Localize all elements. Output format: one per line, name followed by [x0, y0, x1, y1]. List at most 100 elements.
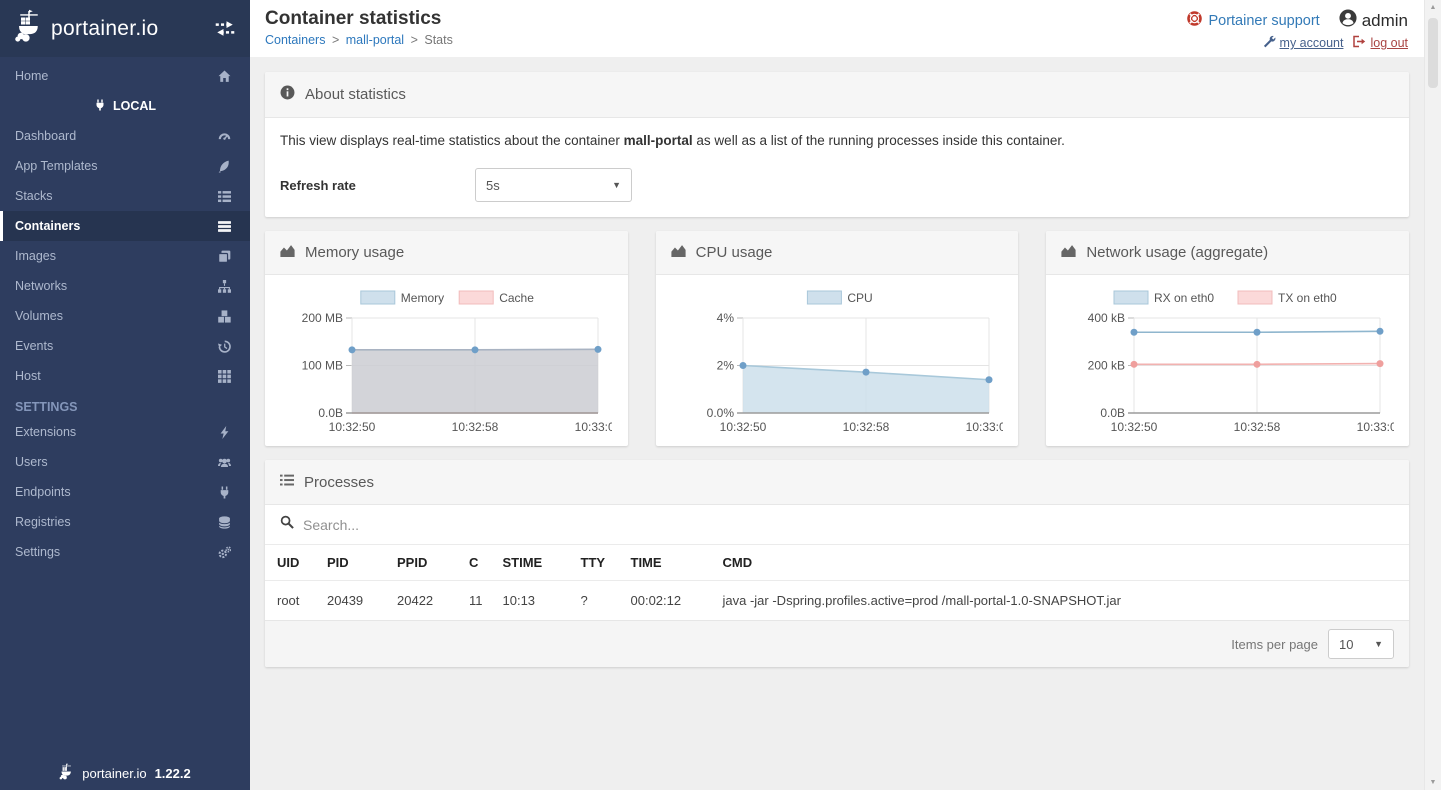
table-cell: 20439 [317, 580, 387, 620]
portainer-logo-icon [59, 763, 74, 783]
portainer-support-link[interactable]: Portainer support [1187, 11, 1320, 30]
footer-logo-text: portainer.io [82, 765, 147, 781]
column-header-cmd[interactable]: CMD [722, 555, 753, 570]
container-name: mall-portal [623, 133, 693, 148]
svg-text:400 kB: 400 kB [1087, 311, 1124, 325]
network-usage-chart: RX on eth0 TX on eth0 0.0B 200 kB 400 kB 10:3… [1087, 290, 1394, 434]
area-chart-icon [1061, 244, 1076, 261]
sidebar-item-label: Endpoints [15, 485, 71, 499]
svg-text:0.0B: 0.0B [319, 406, 344, 420]
column-header-c[interactable]: C [469, 555, 479, 570]
svg-text:10:32:50: 10:32:50 [329, 420, 376, 434]
svg-text:100 MB: 100 MB [302, 359, 343, 373]
user-menu[interactable]: admin [1339, 9, 1408, 32]
sidebar-item-users[interactable]: Users [0, 447, 250, 477]
sidebar-header: portainer.io [0, 0, 250, 57]
version-label: 1.22.2 [154, 765, 191, 781]
cubes-icon [218, 309, 231, 323]
sidebar-item-dashboard[interactable]: Dashboard [0, 121, 250, 151]
sitemap-icon [218, 279, 231, 293]
sidebar-item-networks[interactable]: Networks [0, 271, 250, 301]
copy-icon [218, 250, 231, 263]
cpu-usage-chart: CPU 0.0% 2% 4% 10:32:50 10:32:58 10:33:02 [707, 290, 1003, 434]
svg-text:10:32:58: 10:32:58 [1233, 420, 1280, 434]
bolt-icon [218, 425, 231, 439]
sidebar-section-settings: SETTINGS [15, 400, 78, 414]
tachometer-icon [218, 130, 231, 143]
info-circle-icon [280, 85, 295, 104]
sidebar-item-local[interactable]: LOCAL [0, 91, 250, 121]
sidebar-item-home[interactable]: Home [0, 61, 250, 91]
table-cell: 00:02:12 [620, 580, 713, 620]
sidebar-item-endpoints[interactable]: Endpoints [0, 477, 250, 507]
wrench-icon [1263, 35, 1276, 51]
sidebar-item-extensions[interactable]: Extensions [0, 417, 250, 447]
scrollbar-thumb[interactable] [1428, 18, 1438, 88]
breadcrumb-separator: > [410, 33, 418, 47]
memory-usage-title: Memory usage [305, 244, 405, 261]
memory-usage-chart: Memory Cache 0.0B 100 MB 200 MB 10:32:50 10:32… [302, 290, 612, 434]
sidebar-item-stacks[interactable]: Stacks [0, 181, 250, 211]
column-header-ppid[interactable]: PPID [397, 555, 428, 570]
sidebar-item-label: LOCAL [112, 99, 157, 113]
items-per-page-select[interactable]: 10 ▼ [1328, 629, 1394, 659]
area-chart-icon [280, 244, 295, 261]
processes-footer: Items per page 10 ▼ [265, 620, 1409, 667]
search-input[interactable] [303, 516, 1394, 533]
svg-text:10:32:58: 10:32:58 [452, 420, 499, 434]
sidebar-item-containers[interactable]: Containers [0, 211, 250, 241]
logo-text: portainer.io [51, 16, 159, 40]
breadcrumb-containers-link[interactable]: Containers [265, 33, 326, 47]
sidebar-item-label: Containers [15, 219, 81, 233]
sidebar-item-app-templates[interactable]: App Templates [0, 151, 250, 181]
refresh-rate-select[interactable]: 5s ▼ [475, 168, 632, 202]
tasks-icon [280, 473, 294, 491]
vertical-scrollbar[interactable]: ▲ ▼ [1424, 0, 1441, 790]
memory-usage-panel: Memory usage Memory Cache 0.0B 100 MB 200 MB… [265, 231, 628, 446]
portainer-logo-icon [14, 9, 44, 48]
breadcrumb: Containers > mall-portal > Stats [265, 33, 1409, 47]
scroll-down-icon[interactable]: ▼ [1429, 779, 1437, 786]
column-header-tty[interactable]: TTY [580, 555, 606, 570]
home-icon [218, 70, 231, 83]
my-account-link[interactable]: my account [1263, 35, 1343, 51]
charts-row: Memory usage Memory Cache 0.0B 100 MB 200 MB… [265, 231, 1410, 460]
sidebar-item-volumes[interactable]: Volumes [0, 301, 250, 331]
column-header-stime[interactable]: STIME [502, 555, 543, 570]
log-out-link[interactable]: log out [1353, 35, 1408, 51]
about-statistics-header: About statistics [265, 72, 1409, 118]
scroll-up-icon[interactable]: ▲ [1429, 4, 1437, 11]
svg-text:2%: 2% [717, 359, 735, 373]
sidebar-menu: Home LOCAL Dashboard App Templates Stacks Con… [0, 57, 250, 567]
sidebar-item-label: Networks [15, 279, 68, 293]
svg-text:RX on eth0: RX on eth0 [1154, 291, 1214, 305]
table-cell: root [265, 580, 317, 620]
memory-usage-header: Memory usage [265, 231, 628, 275]
svg-text:10:33:02: 10:33:02 [575, 420, 612, 434]
sidebar-item-label: Extensions [15, 425, 77, 439]
username-label: admin [1361, 10, 1408, 30]
breadcrumb-separator: > [331, 33, 340, 47]
breadcrumb-container-link[interactable]: mall-portal [345, 33, 405, 47]
column-header-pid[interactable]: PID [327, 555, 349, 570]
sidebar-item-host[interactable]: Host [0, 361, 250, 391]
processes-header: Processes [265, 460, 1409, 505]
th-list-icon [218, 190, 231, 203]
sidebar-item-images[interactable]: Images [0, 241, 250, 271]
column-header-time[interactable]: TIME [630, 555, 662, 570]
table-cell: 11 [459, 580, 493, 620]
sidebar-item-label: Dashboard [15, 129, 77, 143]
database-icon [218, 515, 231, 529]
svg-text:10:33:02: 10:33:02 [966, 420, 1003, 434]
network-usage-title: Network usage (aggregate) [1086, 244, 1269, 261]
sidebar-item-events[interactable]: Events [0, 331, 250, 361]
sidebar-item-settings[interactable]: Settings [0, 537, 250, 567]
content-area: About statistics This view displays real… [250, 57, 1424, 696]
table-cell: ? [570, 580, 621, 620]
svg-text:0.0%: 0.0% [707, 406, 735, 420]
breadcrumb-current: Stats [424, 33, 453, 47]
sidebar-collapse-icon[interactable] [214, 20, 236, 37]
sign-out-icon [1353, 35, 1366, 51]
column-header-uid[interactable]: UID [277, 555, 300, 570]
sidebar-item-registries[interactable]: Registries [0, 507, 250, 537]
